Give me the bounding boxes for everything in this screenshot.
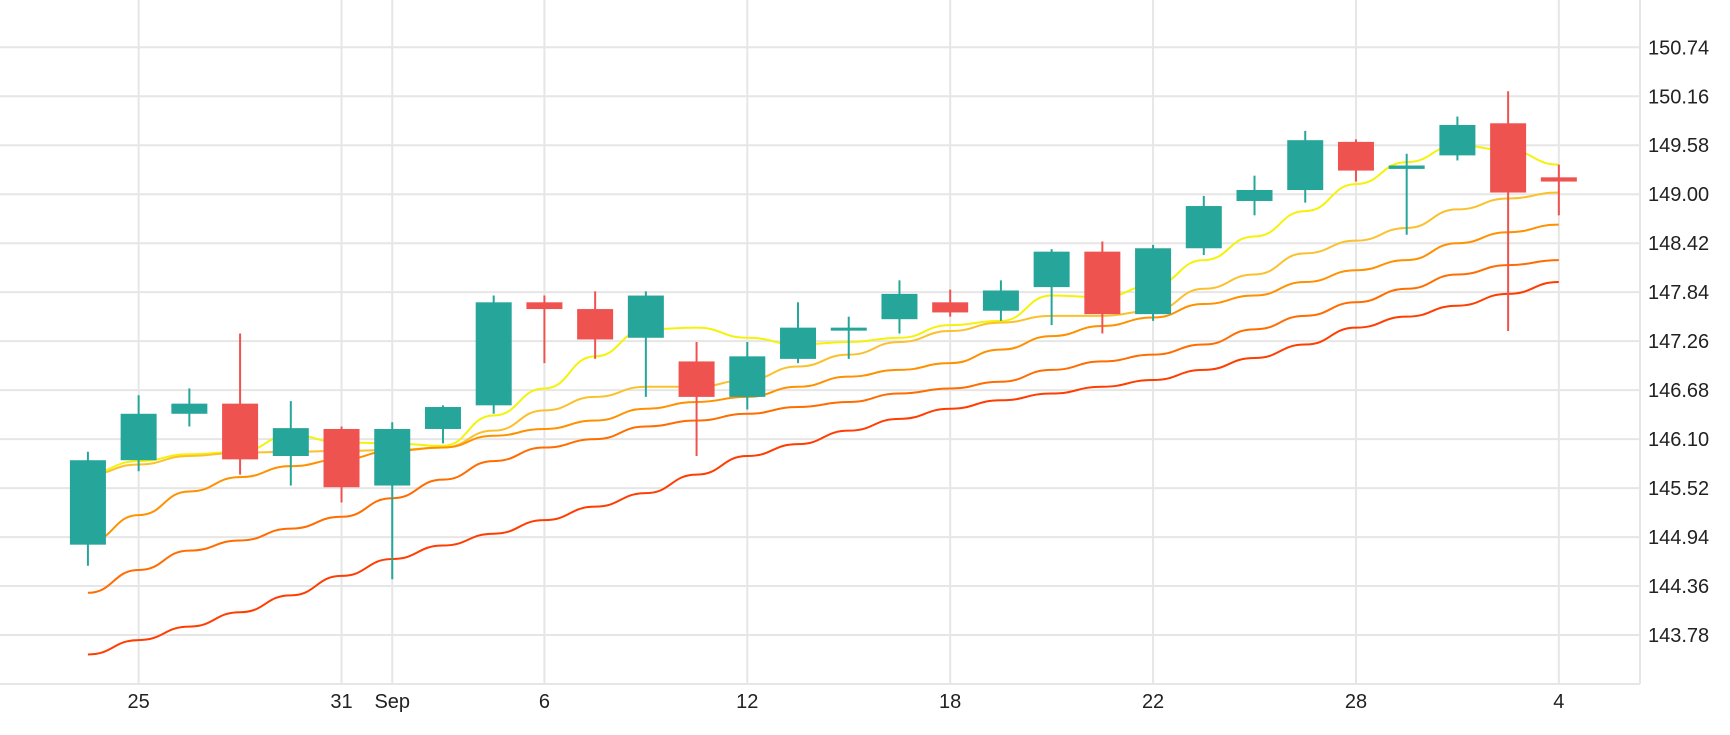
x-tick-label: 28 xyxy=(1345,691,1367,713)
candle-up xyxy=(272,401,309,486)
candle-body xyxy=(627,295,664,338)
candle-up xyxy=(374,422,411,580)
candle-up xyxy=(475,295,512,414)
x-tick-label: 12 xyxy=(736,691,758,713)
candle-body xyxy=(374,428,411,486)
candle-body xyxy=(1236,190,1273,201)
candle-body xyxy=(1388,165,1425,169)
candle-up xyxy=(171,388,208,427)
y-axis: 143.78 144.36 144.94 145.52 146.10 146.68 147.… xyxy=(1639,0,1709,684)
x-tick-label: 18 xyxy=(939,691,961,713)
candle-body xyxy=(577,309,614,340)
moving-average-line-5 xyxy=(87,281,1559,656)
candle-body xyxy=(1439,124,1476,156)
candle-down xyxy=(1490,91,1527,332)
candle-up xyxy=(881,280,918,334)
y-tick-label: 150.74 xyxy=(1648,37,1709,59)
candle-up xyxy=(1033,249,1070,326)
candle-body xyxy=(272,428,309,456)
y-tick-label: 147.26 xyxy=(1648,331,1709,353)
y-tick-label: 149.58 xyxy=(1648,135,1709,157)
x-tick-label: Sep xyxy=(374,691,410,713)
y-tick-label: 150.16 xyxy=(1648,86,1709,108)
x-tick-label: 31 xyxy=(330,691,352,713)
candle-body xyxy=(1185,206,1222,249)
candle-body xyxy=(1490,123,1527,193)
candle-body xyxy=(830,327,867,331)
candle-up xyxy=(1185,195,1222,256)
candle-down xyxy=(1337,139,1374,182)
x-axis: 25 31 Sep 6 12 18 22 28 4 xyxy=(0,683,1640,713)
candle-body xyxy=(1287,140,1324,190)
candle-body xyxy=(780,327,817,359)
y-tick-label: 143.78 xyxy=(1648,625,1709,647)
candle-up xyxy=(627,291,664,397)
candle-body xyxy=(729,356,766,397)
candle-down xyxy=(577,291,614,359)
candle-body xyxy=(323,428,360,488)
x-tick-label: 22 xyxy=(1142,691,1164,713)
candle-down xyxy=(678,342,715,456)
candle-down xyxy=(1084,241,1121,334)
y-tick-label: 147.84 xyxy=(1648,282,1709,304)
candle-body xyxy=(475,302,512,406)
candle-up xyxy=(1135,244,1172,321)
candle-up xyxy=(424,405,461,444)
candle-body xyxy=(1084,251,1121,315)
candle-body xyxy=(881,293,918,320)
candle-body xyxy=(1337,141,1374,171)
candle-up xyxy=(780,302,817,364)
x-tick-label: 25 xyxy=(128,691,150,713)
candle-up xyxy=(729,342,766,410)
candle-up xyxy=(120,395,157,472)
y-tick-label: 146.68 xyxy=(1648,380,1709,402)
y-tick-label: 149.00 xyxy=(1648,184,1709,206)
x-tick-label: 6 xyxy=(539,691,550,713)
candle-body xyxy=(1033,251,1070,288)
candle-body xyxy=(932,302,969,313)
candles xyxy=(69,91,1577,580)
candle-up xyxy=(69,451,106,566)
candle-body xyxy=(69,460,106,545)
x-tick-label: 4 xyxy=(1553,691,1564,713)
candle-body xyxy=(120,413,157,461)
candle-down xyxy=(932,289,969,317)
candle-body xyxy=(982,290,1019,311)
candle-body xyxy=(1540,177,1577,182)
candle-body xyxy=(526,302,563,310)
candle-up xyxy=(1236,175,1273,216)
y-tick-label: 145.52 xyxy=(1648,478,1709,500)
candle-body xyxy=(424,407,461,429)
candle-down xyxy=(323,426,360,503)
candle-up xyxy=(1287,130,1324,203)
candle-down xyxy=(1540,164,1577,216)
candle-body xyxy=(171,403,208,414)
candle-body xyxy=(222,403,259,460)
moving-average-line-4 xyxy=(87,259,1559,594)
candle-up xyxy=(1388,153,1425,235)
candle-up xyxy=(1439,116,1476,161)
candle-down xyxy=(222,333,259,475)
y-tick-label: 144.36 xyxy=(1648,576,1709,598)
y-tick-label: 148.42 xyxy=(1648,233,1709,255)
candle-down xyxy=(526,295,563,364)
y-tick-label: 146.10 xyxy=(1648,429,1709,451)
candle-up xyxy=(830,316,867,359)
y-tick-label: 144.94 xyxy=(1648,527,1709,549)
candle-up xyxy=(982,280,1019,321)
candle-body xyxy=(1135,248,1172,315)
candle-body xyxy=(678,361,715,397)
